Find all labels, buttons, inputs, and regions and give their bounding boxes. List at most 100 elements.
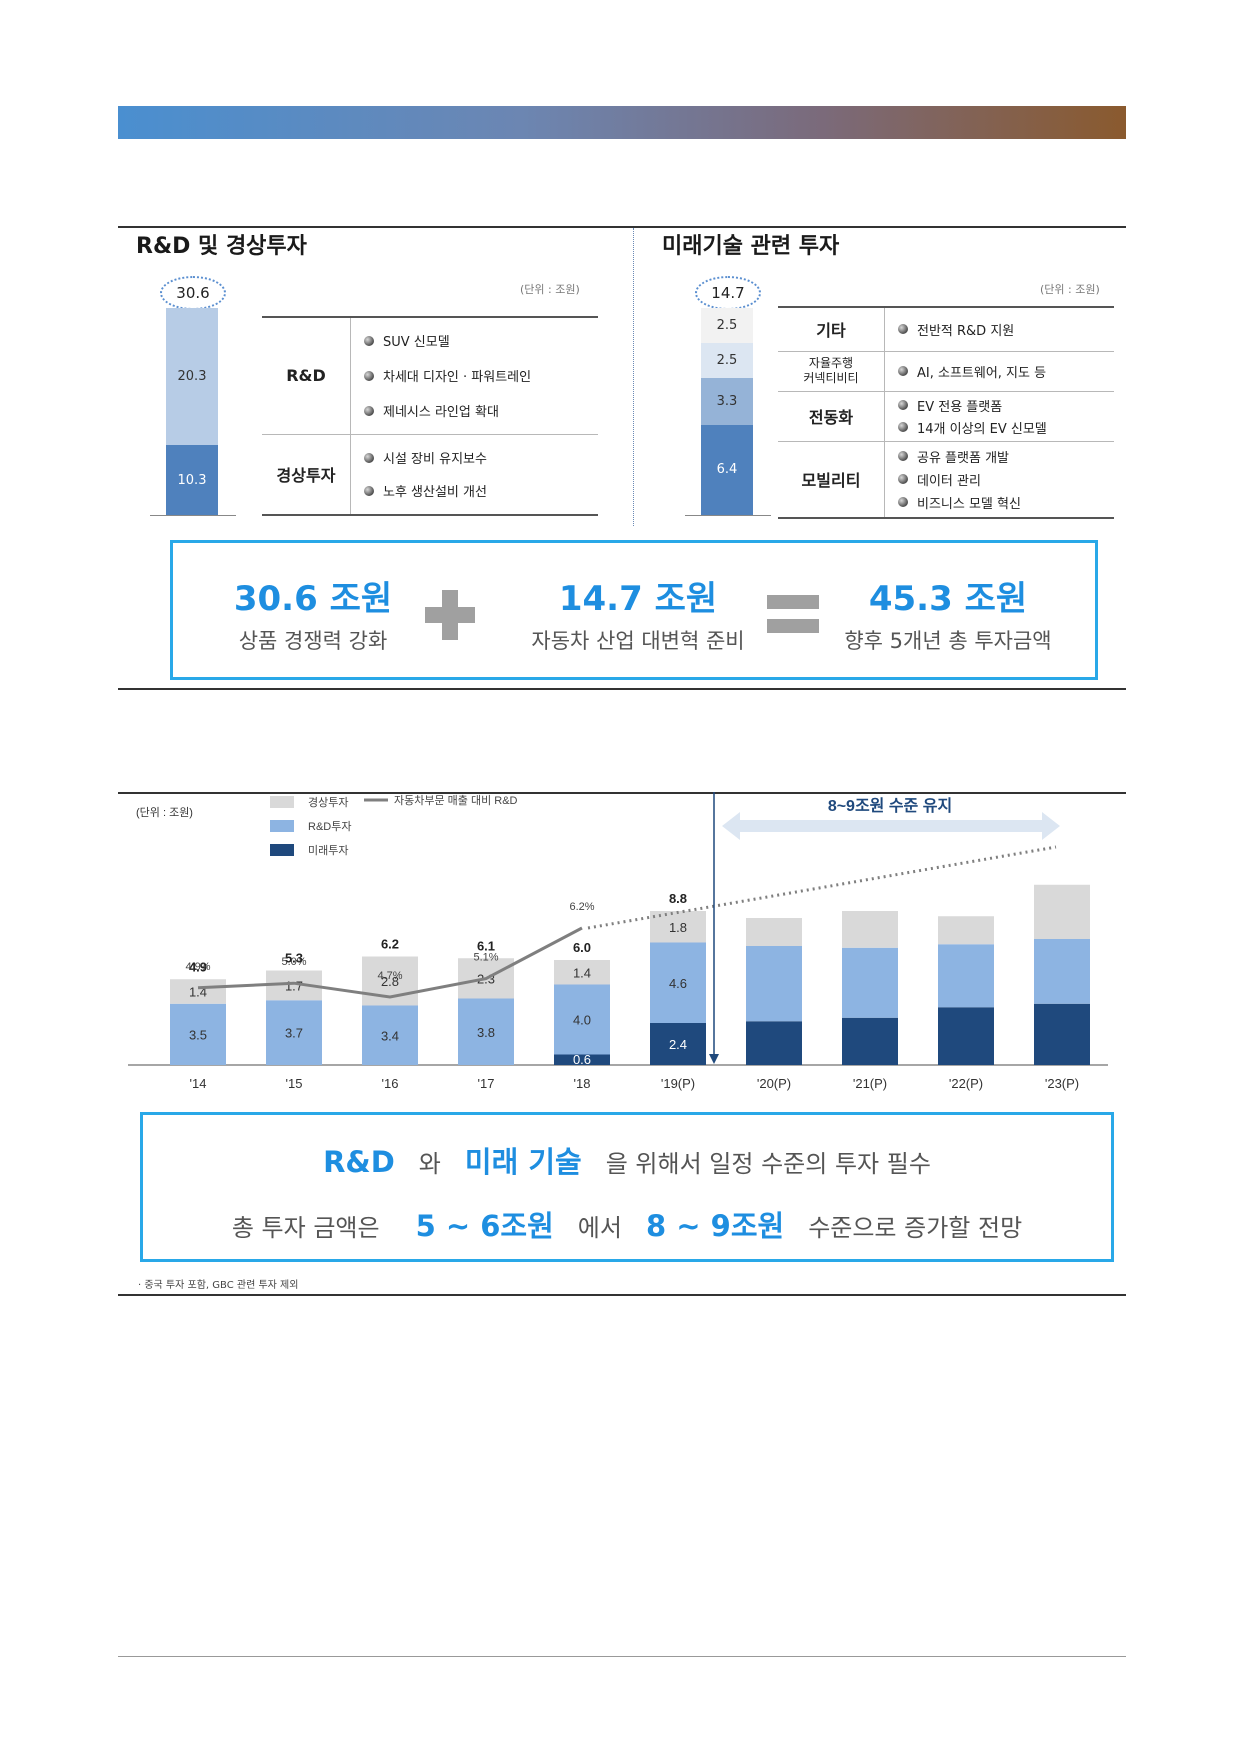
bullet-icon [364, 405, 374, 416]
x-tick-label: '21(P) [853, 1076, 887, 1091]
total-label: 6.0 [573, 940, 591, 955]
data-label: 2.8 [381, 974, 399, 989]
bullet-icon [364, 452, 374, 463]
projection-annotation: 8~9조원 수준 유지 [828, 797, 952, 815]
double-arrow-icon [722, 812, 1060, 840]
section-bottom-rule [118, 688, 1126, 690]
ratio-line [197, 926, 583, 999]
legend-label: 미래투자 [308, 844, 348, 857]
total-label: 6.2 [381, 937, 399, 952]
left-panel-title: R&D 및 경상투자 [136, 234, 307, 259]
page-footer-rule [118, 1656, 1126, 1657]
data-label: 2.4 [669, 1037, 687, 1052]
bar-segment [458, 998, 514, 1065]
list-item: 전반적 R&D 지원 [898, 320, 1113, 339]
bar-segment [938, 1007, 994, 1065]
total-label: 4.9 [189, 959, 207, 974]
list-item: 차세대 디자인 · 파워트레인 [364, 366, 597, 385]
data-label: 3.4 [381, 1028, 399, 1043]
bar-segment [170, 1003, 226, 1065]
bullet-icon [364, 335, 374, 346]
outlook-line-2: 총 투자 금액은 5 ~ 6조원 에서 8 ~ 9조원 수준으로 증가할 전망 [143, 1203, 1111, 1245]
list-item: 14개 이상의 EV 신모델 [898, 418, 1113, 437]
header-gradient-bar [118, 106, 1126, 139]
summary-a-value: 30.6 조원 [233, 579, 393, 619]
bar-segment: 6.4 [701, 424, 753, 515]
bullet-icon [898, 400, 908, 410]
summary-b-label: 자동차 산업 대변혁 준비 [531, 629, 745, 653]
bullet-icon [898, 366, 908, 376]
list-item: 노후 생산설비 개선 [364, 481, 597, 500]
outlook-text: 을 위해서 일정 수준의 투자 필수 [605, 1150, 931, 1178]
equals-icon [767, 595, 819, 609]
data-label: 0.6 [573, 1052, 591, 1067]
list-item: 제네시스 라인업 확대 [364, 401, 597, 420]
electrification-row-label: 전동화 [778, 391, 885, 442]
ratio-label: 5.0% [281, 956, 306, 968]
x-tick-label: '15 [286, 1076, 303, 1091]
total-label: 8.8 [669, 891, 687, 906]
right-total-oval: 14.7 [695, 276, 761, 310]
bar-segment: 3.3 [701, 378, 753, 425]
list-item: SUV 신모델 [364, 331, 597, 350]
bar-segment [1034, 884, 1090, 939]
bar-segment [554, 984, 610, 1055]
x-tick-label: '19(P) [661, 1076, 695, 1091]
panel-divider [633, 228, 634, 526]
range-from-highlight: 5 ~ 6조원 [415, 1209, 554, 1243]
ratio-label: 4.7% [377, 970, 402, 982]
future-tech-highlight: 미래 기술 [464, 1145, 582, 1179]
outlook-box: R&D 와 미래 기술 을 위해서 일정 수준의 투자 필수 총 투자 금액은 … [140, 1112, 1114, 1262]
legend-label: 경상투자 [308, 796, 348, 809]
bar-segment [1034, 1003, 1090, 1065]
bar-segment [746, 1021, 802, 1065]
x-tick-label: '16 [382, 1076, 399, 1091]
bullet-icon [898, 422, 908, 432]
bar-segment: 10.3 [166, 445, 218, 515]
ratio-label: 5.1% [473, 952, 498, 964]
list-item: 공유 플랫폼 개발 [898, 447, 1113, 466]
bar-segment: 2.5 [701, 343, 753, 379]
chart-top-rule [118, 792, 1126, 794]
data-label: 3.5 [189, 1027, 207, 1042]
list-item: EV 전용 플랫폼 [898, 396, 1113, 415]
right-info-table: 기타 전반적 R&D 지원 자율주행 커넥티비티 AI, 소프트웨어, 지도 등… [778, 306, 1114, 519]
bar-segment [650, 1023, 706, 1065]
data-label: 1.8 [669, 920, 687, 935]
bar-segment [362, 1005, 418, 1065]
bullet-icon [364, 370, 374, 381]
left-stacked-bar: 20.3 10.3 [166, 308, 218, 515]
summary-b-value: 14.7 조원 [558, 579, 718, 619]
data-label: 1.4 [573, 965, 591, 980]
capex-row-items: 시설 장비 유지보수 노후 생산설비 개선 [351, 434, 599, 514]
autonomous-row-label: 자율주행 커넥티비티 [778, 351, 885, 392]
bar-segment [842, 947, 898, 1018]
bar-segment [842, 911, 898, 948]
data-label: 4.6 [669, 976, 687, 991]
data-label: 3.8 [477, 1025, 495, 1040]
bar-segment [266, 1000, 322, 1065]
plus-icon-vertical [442, 590, 458, 640]
data-label: 1.7 [285, 978, 303, 993]
bar-segment: 20.3 [166, 308, 218, 446]
section-top-rule [118, 226, 1126, 228]
legend-swatch [270, 796, 294, 808]
right-panel-title: 미래기술 관련 투자 [662, 234, 840, 259]
chart-bottom-rule [118, 1294, 1126, 1296]
capex-row-label: 경상투자 [262, 434, 351, 514]
summary-c-label: 향후 5개년 총 투자금액 [844, 629, 1052, 653]
legend-swatch [270, 844, 294, 856]
bullet-icon [898, 497, 908, 507]
legend-swatch [270, 820, 294, 832]
bar-segment [554, 1054, 610, 1065]
x-tick-label: '20(P) [757, 1076, 791, 1091]
bar-segment [1034, 939, 1090, 1004]
list-item: 데이터 관리 [898, 470, 1113, 489]
summary-a-label: 상품 경쟁력 강화 [238, 629, 388, 653]
range-to-highlight: 8 ~ 9조원 [645, 1209, 785, 1243]
mobility-row-items: 공유 플랫폼 개발 데이터 관리 비즈니스 모델 혁신 [885, 441, 1115, 517]
outlook-text: 와 [418, 1150, 441, 1178]
rd-highlight: R&D [323, 1145, 395, 1179]
left-info-table: R&D SUV 신모델 차세대 디자인 · 파워트레인 제네시스 라인업 확대 … [262, 316, 598, 516]
list-item: AI, 소프트웨어, 지도 등 [898, 362, 1113, 381]
